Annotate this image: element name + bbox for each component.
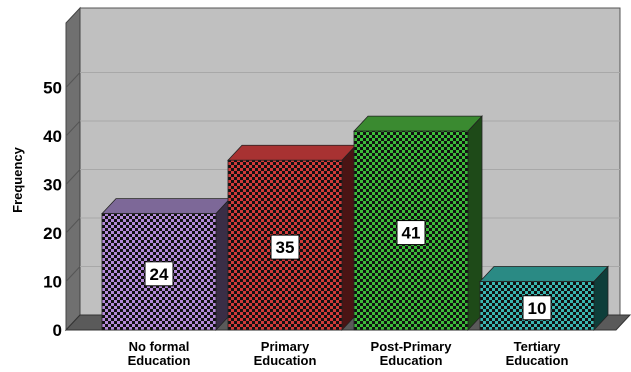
bar-top [101,198,231,215]
y-axis-label: Frequency [10,146,25,213]
x-tick-label: Primary Education [254,339,317,368]
bar-front [353,130,469,331]
data-label: 41 [396,220,426,246]
x-tick-label: Post-Primary Education [371,339,453,368]
data-label-box [144,261,174,287]
y-tick-label: 0 [53,321,62,340]
data-label-text: 41 [402,224,421,243]
bar-top [479,266,609,282]
x-tick-label: Tertiary Education [506,339,569,368]
gridline-side [65,217,81,234]
x-axis-labels: No formal Education Primary Education Post-P… [128,339,569,368]
y-tick-label: 50 [43,79,62,98]
data-label-text: 10 [528,299,547,318]
data-label-box [270,234,300,260]
side-wall [65,6,81,332]
y-axis-ticks: 0 10 20 30 40 50 [43,79,62,341]
bar [353,115,483,332]
data-label-text: 35 [276,238,295,257]
data-label-text: 24 [150,265,169,284]
gridline-side [65,72,81,88]
y-tick-label: 40 [43,127,62,146]
data-label-box [522,295,552,321]
y-tick-label: 30 [43,176,62,195]
x-tick-label: No formal Education [128,339,191,368]
gridline-side [65,266,81,282]
gridline-side [65,169,81,185]
bar-top [227,144,357,161]
data-label: 10 [522,295,552,321]
gridline-side [65,120,81,137]
y-tick-label: 10 [43,273,62,292]
data-label-box [396,220,426,246]
data-label: 35 [270,234,300,260]
bar-top [353,115,483,132]
bars [101,115,609,332]
data-labels: 24 35 41 10 [144,220,552,321]
data-label: 24 [144,261,174,287]
y-tick-label: 20 [43,224,62,243]
